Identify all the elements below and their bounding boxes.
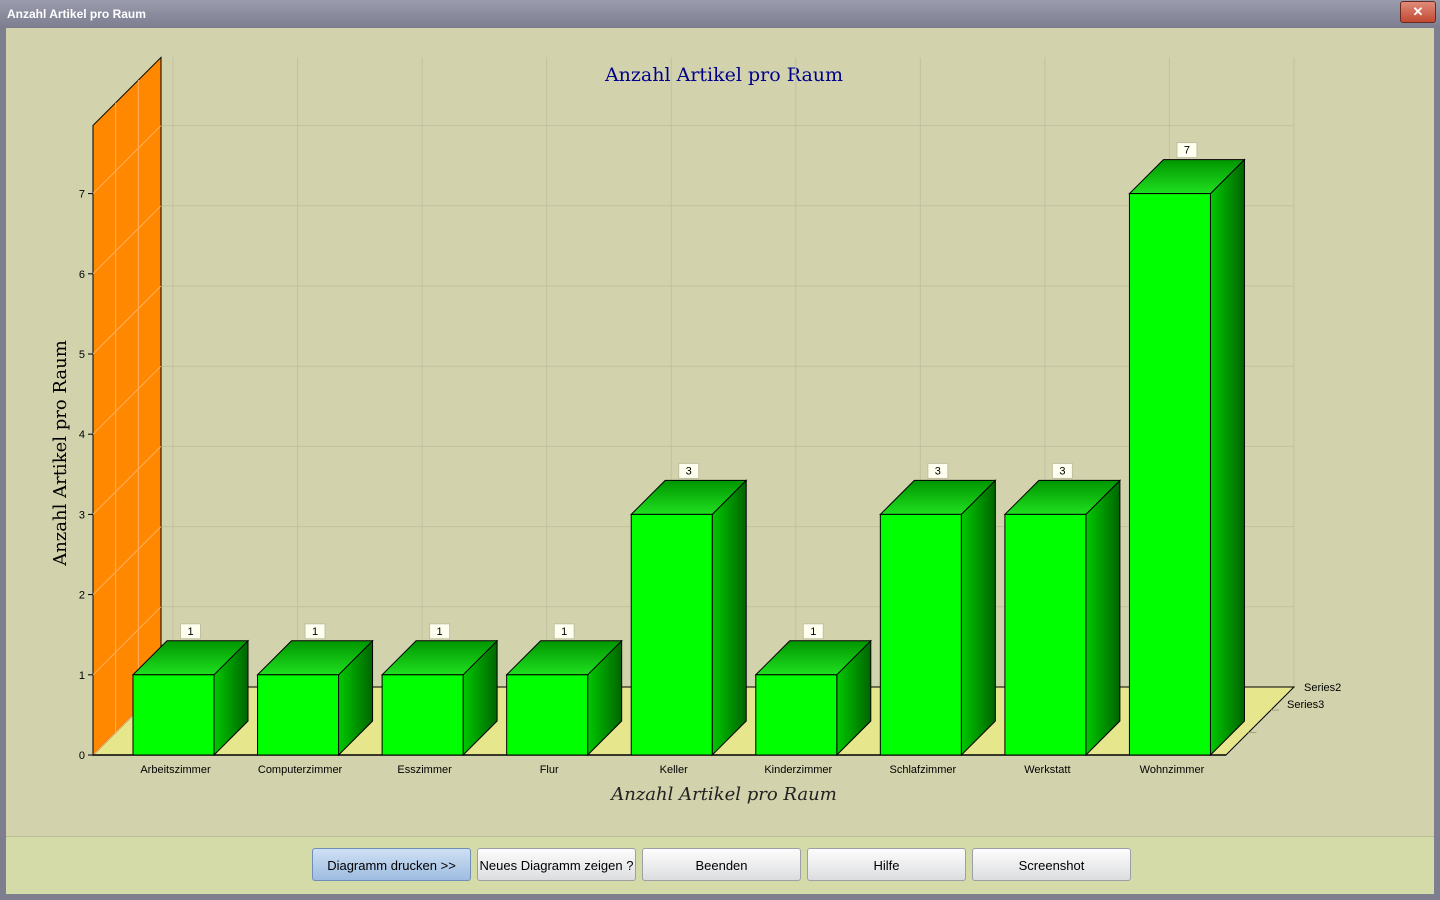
button-bar: Diagramm drucken >> Neues Diagramm zeige…	[6, 836, 1434, 895]
y-tick-label: 6	[79, 269, 85, 281]
window-bottom-border	[0, 894, 1440, 900]
x-tick-label: Kinderzimmer	[764, 764, 832, 776]
chart-left-wall	[92, 56, 162, 757]
wall-grid-line	[92, 125, 162, 194]
bar	[755, 674, 838, 756]
y-tick-label: 2	[79, 590, 85, 602]
data-label: 1	[437, 626, 443, 638]
y-tick-label: 7	[79, 189, 85, 201]
wall-grid-line	[92, 526, 162, 595]
screenshot-button[interactable]: Screenshot	[972, 848, 1131, 881]
x-tick-label: Arbeitszimmer	[140, 764, 211, 776]
depth-series-label: Series2	[1304, 682, 1341, 694]
chart-title: Anzahl Artikel pro Raum	[604, 64, 843, 86]
chart-window: Anzahl Artikel pro Raum Anzahl Artikel p…	[6, 28, 1434, 895]
data-label: 3	[935, 465, 941, 477]
x-tick-label: Computerzimmer	[258, 764, 343, 776]
wall-grid-line	[92, 285, 162, 355]
print-chart-button[interactable]: Diagramm drucken >>	[312, 848, 471, 881]
bar	[630, 513, 713, 756]
bar-side	[1209, 158, 1245, 757]
data-label: 3	[1059, 465, 1065, 477]
wall-grid-line	[92, 365, 162, 435]
data-label-box	[927, 462, 949, 479]
x-axis-label: Anzahl Artikel pro Raum	[609, 784, 837, 805]
title-bar: Anzahl Artikel pro Raum ✕	[0, 0, 1440, 28]
bar	[132, 674, 215, 756]
y-tick-label: 0	[79, 750, 85, 762]
y-tick-label: 3	[79, 509, 85, 521]
data-label-box	[553, 623, 575, 640]
y-tick-label: 1	[79, 670, 85, 682]
data-label: 1	[561, 626, 567, 638]
data-label-box	[304, 623, 326, 640]
data-label: 1	[187, 626, 193, 638]
data-label: 7	[1184, 145, 1190, 157]
x-tick-label: Esszimmer	[397, 764, 452, 776]
data-label: 1	[810, 626, 816, 638]
data-label-box	[429, 623, 451, 640]
data-label-box	[678, 462, 700, 479]
wall-grid-line	[92, 606, 162, 676]
bar-side	[960, 479, 996, 757]
new-chart-button[interactable]: Neues Diagramm zeigen ?	[477, 848, 636, 881]
x-tick-label: Schlafzimmer	[890, 764, 957, 776]
x-tick-label: Keller	[660, 764, 688, 776]
close-button[interactable]: ✕	[1400, 1, 1436, 23]
x-tick-label: Wohnzimmer	[1140, 764, 1205, 776]
x-tick-label: Werkstatt	[1024, 764, 1070, 776]
bar	[1004, 513, 1087, 756]
quit-button[interactable]: Beenden	[642, 848, 801, 881]
window-title: Anzahl Artikel pro Raum	[7, 7, 146, 21]
y-tick-label: 4	[79, 429, 85, 441]
y-tick-label: 5	[79, 349, 85, 361]
wall-grid-line	[92, 446, 162, 515]
data-label: 3	[686, 465, 692, 477]
bar-side	[711, 479, 747, 757]
bar	[257, 674, 340, 756]
data-label-box	[802, 623, 824, 640]
y-axis-label: Anzahl Artikel pro Raum	[50, 340, 71, 567]
bar	[381, 674, 464, 756]
help-button[interactable]: Hilfe	[807, 848, 966, 881]
bar-side	[1085, 479, 1121, 757]
bar-chart: Anzahl Artikel pro Raum Anzahl Artikel p…	[50, 56, 1341, 805]
data-label: 1	[312, 626, 318, 638]
wall-grid-line	[92, 205, 162, 275]
depth-series-label: Series3	[1287, 699, 1324, 711]
x-tick-label: Flur	[540, 764, 559, 776]
bar	[1128, 193, 1211, 756]
bar	[506, 674, 589, 756]
bar	[879, 513, 962, 756]
data-label-box	[1051, 462, 1073, 479]
data-label-box	[1176, 142, 1198, 159]
data-label-box	[180, 623, 201, 640]
